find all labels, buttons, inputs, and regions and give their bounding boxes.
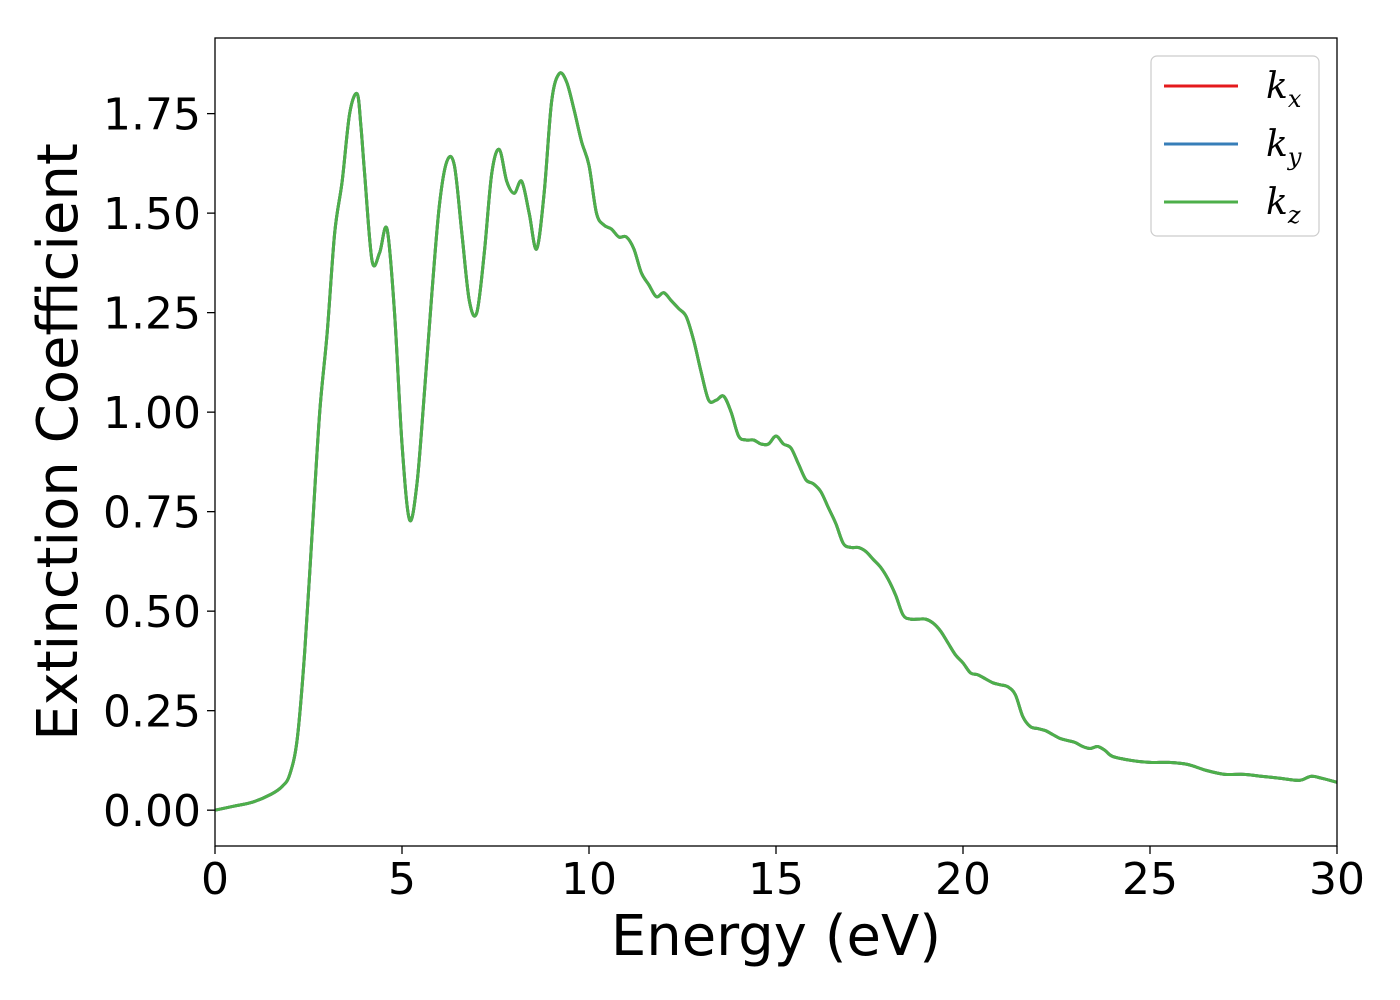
legend-label: ky bbox=[1266, 124, 1302, 171]
y-tick-label: 1.25 bbox=[103, 289, 201, 340]
x-tick-label: 20 bbox=[935, 854, 991, 905]
legend-box bbox=[1150, 55, 1320, 237]
y-tick-label: 0.00 bbox=[103, 786, 201, 837]
y-tick-label: 1.50 bbox=[103, 189, 201, 240]
y-tick-label: 0.50 bbox=[103, 587, 201, 638]
x-tick-label: 5 bbox=[388, 854, 416, 905]
y-tick-label: 1.75 bbox=[103, 90, 201, 141]
x-axis-label: Energy (eV) bbox=[611, 904, 941, 969]
y-axis-ticks: 0.00 0.25 0.50 0.75 1.00 1.25 1.50 1.75 bbox=[103, 90, 215, 837]
y-tick-label: 0.25 bbox=[103, 687, 201, 738]
legend: kx ky kz bbox=[1150, 55, 1320, 237]
legend-label: kz bbox=[1266, 182, 1301, 229]
x-axis-ticks: 0 5 10 15 20 25 30 bbox=[201, 846, 1365, 905]
series-layer bbox=[214, 71, 1338, 812]
x-tick-label: 15 bbox=[748, 854, 804, 905]
y-tick-label: 0.75 bbox=[103, 488, 201, 539]
series-line-kz bbox=[214, 71, 1338, 812]
x-tick-label: 25 bbox=[1122, 854, 1178, 905]
y-axis-label: Extinction Coefficient bbox=[26, 143, 91, 741]
y-tick-label: 1.00 bbox=[103, 388, 201, 439]
x-tick-label: 0 bbox=[201, 854, 229, 905]
x-tick-label: 30 bbox=[1309, 854, 1365, 905]
legend-label: kx bbox=[1266, 66, 1302, 113]
x-tick-label: 10 bbox=[561, 854, 617, 905]
